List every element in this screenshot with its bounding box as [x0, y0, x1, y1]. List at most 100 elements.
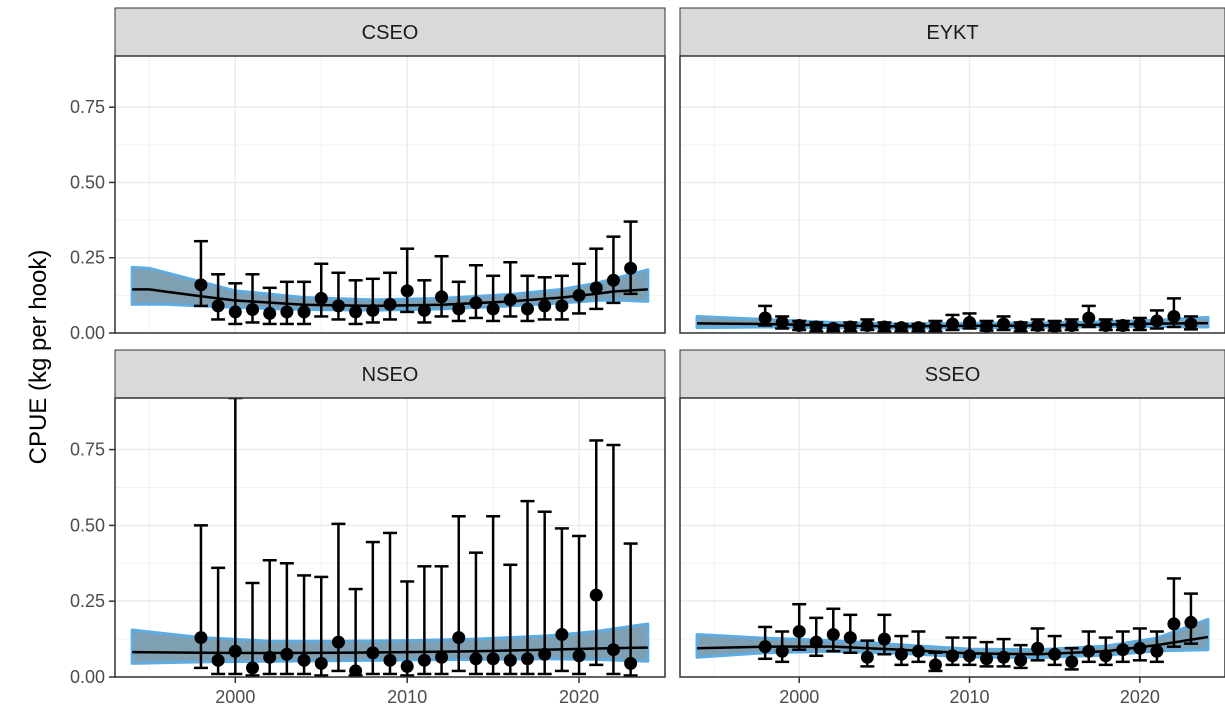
data-point-cseo — [194, 278, 208, 292]
data-point-nseo — [503, 653, 517, 667]
data-point-cseo — [572, 288, 586, 302]
data-point-eykt — [928, 320, 942, 333]
error-bar-cseo — [193, 239, 208, 308]
data-point-nseo — [246, 661, 259, 675]
data-point-cseo — [555, 299, 569, 313]
data-point-eykt — [1082, 311, 1096, 325]
error-bar-sseo — [1166, 577, 1181, 648]
error-bar-nseo — [606, 443, 621, 676]
plot-content-nseo — [130, 398, 650, 677]
error-bar-nseo — [400, 580, 415, 677]
data-point-nseo — [228, 644, 242, 658]
data-point-cseo — [521, 302, 534, 316]
data-point-nseo — [366, 646, 380, 660]
x-tick-label: 2020 — [559, 687, 599, 707]
x-tick-label: 2010 — [387, 687, 427, 707]
data-point-nseo — [280, 647, 294, 661]
error-bar-nseo — [383, 531, 397, 676]
data-point-eykt — [792, 318, 806, 332]
data-point-eykt — [1031, 318, 1045, 332]
data-point-nseo — [572, 649, 586, 663]
data-point-nseo — [435, 650, 449, 664]
y-tick-label: 0.75 — [70, 97, 105, 117]
data-point-sseo — [1014, 653, 1028, 667]
data-point-eykt — [980, 319, 994, 333]
panel-border-eykt — [679, 55, 1225, 334]
data-point-eykt — [1184, 317, 1198, 331]
data-point-cseo — [366, 303, 380, 317]
error-bar-cseo — [537, 276, 552, 321]
error-bar-nseo — [245, 581, 260, 677]
data-point-nseo — [314, 656, 328, 670]
data-point-sseo — [860, 650, 874, 664]
data-point-sseo — [826, 628, 840, 642]
data-point-sseo — [1065, 655, 1079, 669]
strip-sseo — [679, 349, 1225, 399]
data-point-cseo — [263, 306, 277, 320]
data-point-eykt — [997, 317, 1011, 331]
error-bar-cseo — [434, 254, 449, 318]
data-point-sseo — [1048, 647, 1062, 661]
y-tick-label: 0.75 — [70, 440, 105, 460]
data-point-cseo — [538, 299, 552, 313]
y-tick-label: 0.25 — [70, 248, 105, 268]
panels-layer: CSEO 0.00 0.25 0.50 0.75 EYKT NSEO 0.00 0.25 0.50… — [70, 7, 1225, 707]
data-point-cseo — [349, 305, 363, 319]
error-bar-nseo — [537, 510, 552, 676]
data-point-sseo — [1116, 643, 1130, 657]
y-tick-label: 0.00 — [70, 323, 105, 343]
data-point-nseo — [194, 631, 208, 645]
data-point-eykt — [775, 315, 789, 329]
panel-border-sseo — [679, 397, 1225, 678]
data-point-cseo — [452, 302, 466, 316]
data-point-cseo — [435, 290, 449, 304]
data-point-eykt — [946, 317, 959, 331]
data-point-sseo — [809, 635, 823, 649]
data-point-eykt — [1133, 317, 1147, 331]
data-point-nseo — [383, 653, 397, 667]
panel-nseo: NSEO 0.00 0.25 0.50 0.75 2000 2010 2020 — [70, 349, 666, 707]
error-bar-cseo — [623, 220, 638, 296]
data-point-nseo — [452, 631, 466, 645]
data-point-sseo — [843, 631, 857, 645]
error-bar-nseo — [228, 398, 243, 676]
plot-bg-eykt — [680, 56, 1225, 333]
error-bar-cseo — [606, 235, 621, 305]
data-point-eykt — [877, 320, 891, 333]
error-bar-nseo — [520, 499, 535, 676]
plot-content-eykt — [695, 297, 1210, 333]
data-point-eykt — [1014, 320, 1028, 333]
error-bar-nseo — [554, 527, 569, 673]
data-point-eykt — [758, 311, 772, 325]
data-point-eykt — [843, 320, 857, 333]
data-point-cseo — [211, 299, 225, 313]
data-point-sseo — [1150, 644, 1164, 658]
error-bar-nseo — [486, 515, 501, 676]
data-point-cseo — [589, 281, 603, 295]
data-point-cseo — [624, 261, 638, 275]
x-tick-label: 2010 — [950, 687, 990, 707]
data-point-sseo — [946, 649, 959, 663]
error-bar-nseo — [623, 542, 638, 677]
error-bar-cseo — [589, 247, 604, 311]
y-tick-label: 0.50 — [70, 515, 105, 535]
data-point-cseo — [246, 303, 259, 317]
data-point-cseo — [314, 291, 328, 305]
error-bar-cseo — [572, 262, 587, 315]
data-point-nseo — [538, 647, 552, 661]
data-point-nseo — [211, 653, 225, 667]
data-point-eykt — [911, 321, 925, 333]
strip-label-cseo: CSEO — [362, 22, 419, 44]
data-point-eykt — [1099, 318, 1113, 332]
data-point-eykt — [894, 321, 908, 333]
data-point-nseo — [331, 635, 345, 649]
strip-label-sseo: SSEO — [925, 364, 981, 386]
data-point-nseo — [555, 628, 569, 642]
data-point-sseo — [1133, 641, 1147, 655]
plot-content-cseo — [130, 220, 650, 326]
data-point-nseo — [400, 659, 414, 673]
plot-bg-sseo — [680, 398, 1225, 677]
panel-sseo: SSEO 2000 2010 2020 — [679, 349, 1225, 707]
y-tick-label: 0.25 — [70, 591, 105, 611]
x-tick-label: 2000 — [779, 687, 819, 707]
